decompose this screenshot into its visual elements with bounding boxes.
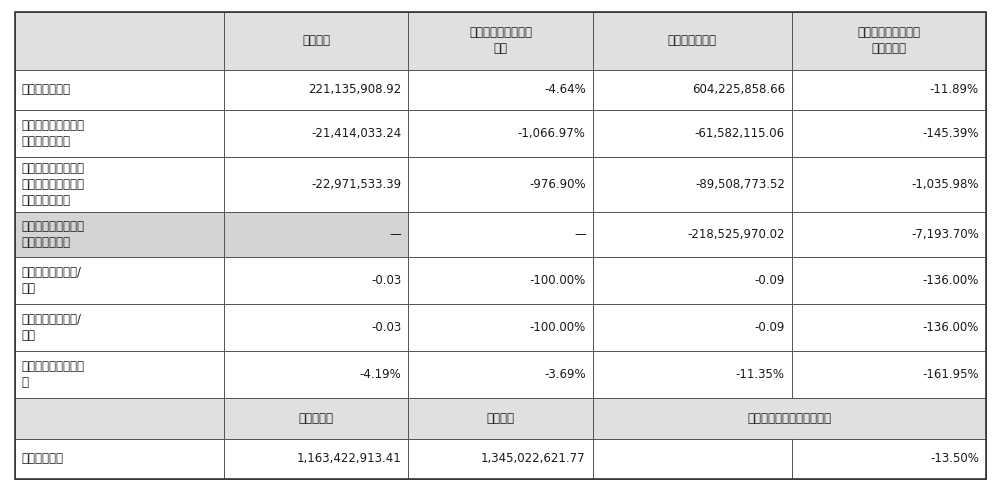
Bar xyxy=(593,398,986,439)
Bar xyxy=(408,70,593,110)
Text: -100.00%: -100.00% xyxy=(530,274,586,287)
Text: 经营活动产生的现金
流量净额（元）: 经营活动产生的现金 流量净额（元） xyxy=(21,220,84,249)
Text: -1,035.98%: -1,035.98% xyxy=(912,178,979,191)
Bar xyxy=(792,257,986,304)
Bar xyxy=(593,351,792,398)
Bar xyxy=(408,157,593,212)
Bar xyxy=(15,257,224,304)
Bar xyxy=(224,398,408,439)
Bar xyxy=(224,351,408,398)
Text: -0.09: -0.09 xyxy=(755,321,785,334)
Bar xyxy=(224,12,408,70)
Bar xyxy=(792,70,986,110)
Bar xyxy=(593,110,792,157)
Bar xyxy=(792,351,986,398)
Text: —: — xyxy=(574,228,586,241)
Text: 归属于上市公司股东
的扣除非经常性损益
的净利润（元）: 归属于上市公司股东 的扣除非经常性损益 的净利润（元） xyxy=(21,162,84,207)
Text: -4.64%: -4.64% xyxy=(544,83,586,96)
Bar xyxy=(408,110,593,157)
Bar xyxy=(224,70,408,110)
Text: 加权平均净资产收益
率: 加权平均净资产收益 率 xyxy=(21,360,84,389)
Bar xyxy=(792,157,986,212)
Bar xyxy=(408,304,593,351)
Bar xyxy=(224,157,408,212)
Bar xyxy=(593,12,792,70)
Text: -100.00%: -100.00% xyxy=(530,321,586,334)
Text: -61,582,115.06: -61,582,115.06 xyxy=(695,127,785,140)
Text: 年初至报告期末比上
年同期增减: 年初至报告期末比上 年同期增减 xyxy=(858,26,920,56)
Bar xyxy=(593,212,792,257)
Bar xyxy=(792,304,986,351)
Text: -136.00%: -136.00% xyxy=(923,274,979,287)
Text: -218,525,970.02: -218,525,970.02 xyxy=(688,228,785,241)
Bar xyxy=(15,157,224,212)
Bar xyxy=(408,439,593,479)
Text: 本报告期比上年同期
增减: 本报告期比上年同期 增减 xyxy=(469,26,532,56)
Bar xyxy=(593,70,792,110)
Bar xyxy=(15,110,224,157)
Bar xyxy=(593,398,792,439)
Text: -22,971,533.39: -22,971,533.39 xyxy=(311,178,401,191)
Bar xyxy=(15,439,224,479)
Text: -3.69%: -3.69% xyxy=(545,368,586,381)
Bar xyxy=(408,12,593,70)
Text: 归属于上市公司股东
的净利润（元）: 归属于上市公司股东 的净利润（元） xyxy=(21,119,84,148)
Bar xyxy=(224,257,408,304)
Bar xyxy=(224,439,408,479)
Text: -11.35%: -11.35% xyxy=(736,368,785,381)
Text: -0.03: -0.03 xyxy=(371,274,401,287)
Text: -21,414,033.24: -21,414,033.24 xyxy=(311,127,401,140)
Bar xyxy=(593,157,792,212)
Bar xyxy=(792,212,986,257)
Text: 营业收入（元）: 营业收入（元） xyxy=(21,83,70,96)
Text: -0.03: -0.03 xyxy=(371,321,401,334)
Text: -161.95%: -161.95% xyxy=(922,368,979,381)
Bar xyxy=(408,398,593,439)
Bar xyxy=(408,257,593,304)
Bar xyxy=(408,351,593,398)
Text: -0.09: -0.09 xyxy=(755,274,785,287)
Text: -4.19%: -4.19% xyxy=(359,368,401,381)
Bar xyxy=(593,257,792,304)
Text: —: — xyxy=(389,228,401,241)
Text: -11.89%: -11.89% xyxy=(930,83,979,96)
Text: 604,225,858.66: 604,225,858.66 xyxy=(692,83,785,96)
Bar xyxy=(792,398,986,439)
Text: -145.39%: -145.39% xyxy=(923,127,979,140)
Bar xyxy=(792,110,986,157)
Bar xyxy=(792,439,986,479)
Text: -976.90%: -976.90% xyxy=(530,178,586,191)
Bar xyxy=(593,439,792,479)
Text: 总资产（元）: 总资产（元） xyxy=(21,452,63,466)
Text: -136.00%: -136.00% xyxy=(923,321,979,334)
Bar xyxy=(408,212,593,257)
Bar xyxy=(224,304,408,351)
Bar xyxy=(224,110,408,157)
Text: 本报告期末比上年度末增减: 本报告期末比上年度末增减 xyxy=(748,412,832,425)
Text: -1,066.97%: -1,066.97% xyxy=(518,127,586,140)
Bar xyxy=(15,351,224,398)
Bar xyxy=(593,304,792,351)
Text: 本报告期末: 本报告期末 xyxy=(298,412,333,425)
Text: 本报告期: 本报告期 xyxy=(302,35,330,47)
Text: -89,508,773.52: -89,508,773.52 xyxy=(695,178,785,191)
Text: 基本每股收益（元/
股）: 基本每股收益（元/ 股） xyxy=(21,266,81,295)
Bar xyxy=(15,398,224,439)
Bar xyxy=(15,212,224,257)
Text: 年初至报告期末: 年初至报告期末 xyxy=(668,35,717,47)
Bar xyxy=(15,70,224,110)
Text: -7,193.70%: -7,193.70% xyxy=(911,228,979,241)
Bar xyxy=(15,304,224,351)
Bar xyxy=(15,12,224,70)
Text: 1,163,422,913.41: 1,163,422,913.41 xyxy=(296,452,401,466)
Bar xyxy=(792,12,986,70)
Text: -13.50%: -13.50% xyxy=(930,452,979,466)
Bar xyxy=(224,212,408,257)
Text: 稀释每股收益（元/
股）: 稀释每股收益（元/ 股） xyxy=(21,313,81,342)
Text: 上年度末: 上年度末 xyxy=(486,412,515,425)
Text: 221,135,908.92: 221,135,908.92 xyxy=(308,83,401,96)
Text: 1,345,022,621.77: 1,345,022,621.77 xyxy=(481,452,586,466)
